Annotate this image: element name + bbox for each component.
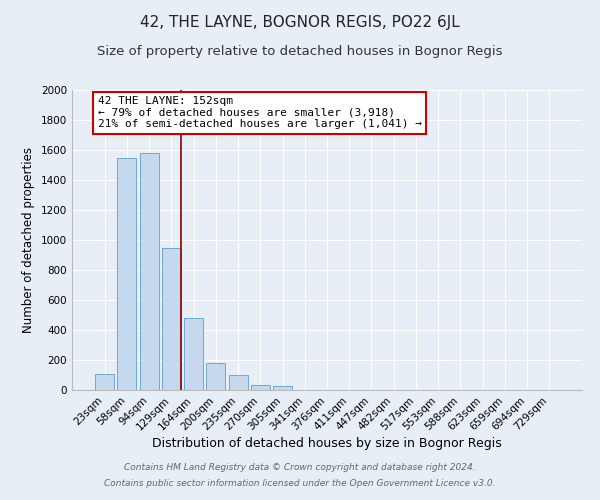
Bar: [251, 385, 270, 390]
Bar: [273, 386, 292, 390]
Bar: [95, 374, 114, 390]
Text: Contains HM Land Registry data © Crown copyright and database right 2024.: Contains HM Land Registry data © Crown c…: [124, 464, 476, 472]
Bar: [206, 363, 225, 390]
Text: 42 THE LAYNE: 152sqm
← 79% of detached houses are smaller (3,918)
21% of semi-de: 42 THE LAYNE: 152sqm ← 79% of detached h…: [97, 96, 421, 129]
Text: Contains public sector information licensed under the Open Government Licence v3: Contains public sector information licen…: [104, 478, 496, 488]
Y-axis label: Number of detached properties: Number of detached properties: [22, 147, 35, 333]
Bar: [229, 375, 248, 390]
Bar: [140, 153, 158, 390]
Bar: [118, 158, 136, 390]
X-axis label: Distribution of detached houses by size in Bognor Regis: Distribution of detached houses by size …: [152, 438, 502, 450]
Bar: [184, 318, 203, 390]
Text: 42, THE LAYNE, BOGNOR REGIS, PO22 6JL: 42, THE LAYNE, BOGNOR REGIS, PO22 6JL: [140, 15, 460, 30]
Bar: [162, 248, 181, 390]
Text: Size of property relative to detached houses in Bognor Regis: Size of property relative to detached ho…: [97, 45, 503, 58]
